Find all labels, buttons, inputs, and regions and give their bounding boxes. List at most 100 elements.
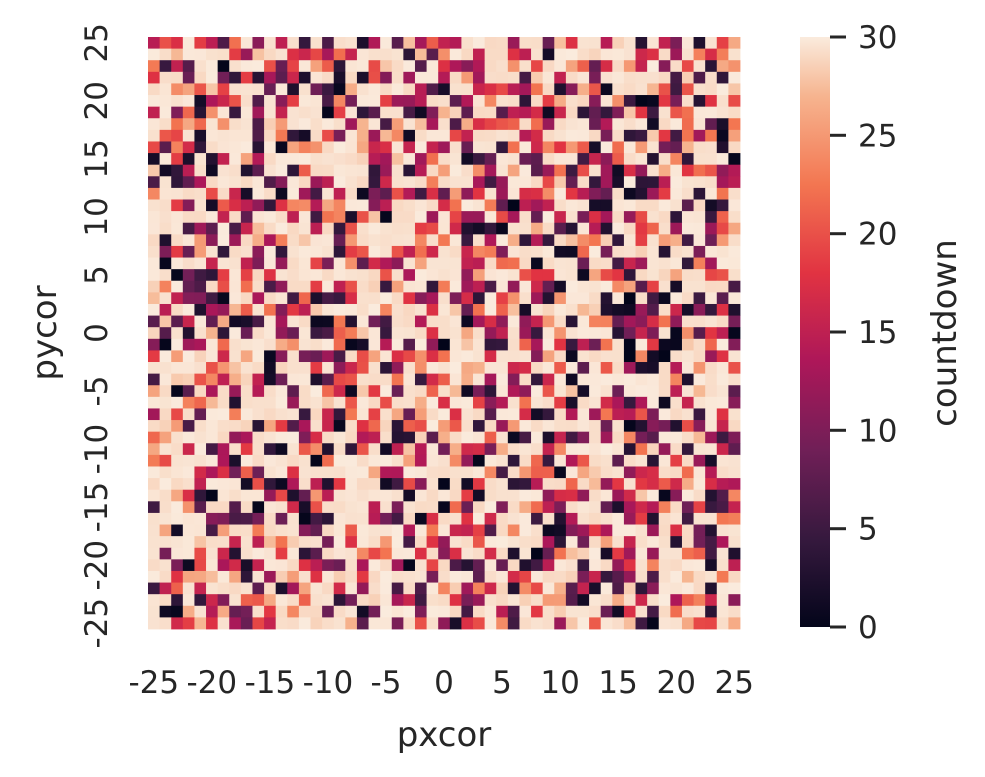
heatmap-cell [554, 37, 567, 50]
heatmap-cell [623, 269, 636, 282]
heatmap-cell [577, 164, 590, 177]
heatmap-cell [693, 118, 706, 131]
heatmap-cell [681, 501, 694, 514]
heatmap-cell [554, 257, 567, 270]
heatmap-cell [252, 327, 265, 340]
heatmap-cell [322, 37, 335, 50]
heatmap-cell [681, 559, 694, 572]
heatmap-cell [182, 373, 195, 386]
heatmap-cell [449, 315, 462, 328]
heatmap-cell [623, 524, 636, 537]
heatmap-cell [693, 617, 706, 630]
heatmap-cell [380, 512, 393, 525]
heatmap-cell [252, 303, 265, 316]
heatmap-cell [519, 478, 532, 491]
heatmap-cell [368, 315, 381, 328]
heatmap-cell [728, 176, 741, 189]
heatmap-cell [693, 454, 706, 467]
heatmap-cell [449, 443, 462, 456]
heatmap-cell [716, 245, 729, 258]
heatmap-cell [206, 501, 219, 514]
heatmap-cell [728, 153, 741, 166]
heatmap-cell [461, 350, 474, 363]
heatmap-cell [449, 257, 462, 270]
heatmap-cell [507, 257, 520, 270]
heatmap-cell [728, 106, 741, 119]
heatmap-cell [171, 408, 184, 421]
heatmap-cell [681, 187, 694, 200]
heatmap-cell [182, 536, 195, 549]
heatmap-cell [287, 478, 300, 491]
heatmap-cell [171, 547, 184, 560]
heatmap-cell [240, 292, 253, 305]
heatmap-cell [356, 257, 369, 270]
heatmap-cell [148, 536, 161, 549]
heatmap-cell [612, 512, 625, 525]
heatmap-cell [507, 547, 520, 560]
heatmap-cell [577, 524, 590, 537]
heatmap-cell [507, 245, 520, 258]
heatmap-cell [414, 37, 427, 50]
heatmap-cell [589, 48, 602, 61]
heatmap-cell [356, 164, 369, 177]
heatmap-cell [531, 60, 544, 73]
heatmap-cell [554, 164, 567, 177]
heatmap-cell [705, 547, 718, 560]
heatmap-cell [565, 617, 578, 630]
heatmap-cell [240, 547, 253, 560]
heatmap-cell [473, 245, 486, 258]
heatmap-cell [252, 95, 265, 108]
heatmap-cell [542, 280, 555, 293]
heatmap-cell [171, 83, 184, 96]
heatmap-cell [438, 501, 451, 514]
heatmap-cell [647, 257, 660, 270]
heatmap-cell [148, 605, 161, 618]
heatmap-cell [670, 605, 683, 618]
heatmap-cell [681, 129, 694, 142]
heatmap-cell [403, 245, 416, 258]
heatmap-cell [623, 536, 636, 549]
heatmap-cell [577, 582, 590, 595]
heatmap-cell [507, 582, 520, 595]
heatmap-cell [565, 408, 578, 421]
heatmap-cell [577, 489, 590, 502]
heatmap-cell [206, 269, 219, 282]
heatmap-cell [542, 396, 555, 409]
y-axis-label: pycor [25, 285, 65, 380]
heatmap-cell [322, 48, 335, 61]
heatmap-cell [577, 536, 590, 549]
heatmap-cell [681, 106, 694, 119]
heatmap-cell [217, 153, 230, 166]
heatmap-cell [298, 60, 311, 73]
heatmap-cell [240, 536, 253, 549]
heatmap-cell [391, 524, 404, 537]
heatmap-cell [217, 141, 230, 154]
heatmap-cell [554, 547, 567, 560]
heatmap-cell [403, 559, 416, 572]
heatmap-cell [681, 570, 694, 583]
heatmap-cell [380, 350, 393, 363]
heatmap-cell [403, 327, 416, 340]
heatmap-cell [577, 106, 590, 119]
heatmap-cell [531, 245, 544, 258]
heatmap-cell [229, 338, 242, 351]
heatmap-cell [275, 245, 288, 258]
heatmap-cell [333, 71, 346, 84]
heatmap-cell [264, 60, 277, 73]
heatmap-cell [519, 385, 532, 398]
heatmap-cell [229, 280, 242, 293]
heatmap-cell [716, 164, 729, 177]
heatmap-cell [403, 594, 416, 607]
heatmap-cell [310, 176, 323, 189]
heatmap-cell [310, 60, 323, 73]
heatmap-cell [658, 199, 671, 212]
heatmap-cell [206, 199, 219, 212]
heatmap-cell [240, 582, 253, 595]
heatmap-cell [531, 292, 544, 305]
heatmap-cell [589, 129, 602, 142]
heatmap-cell [148, 269, 161, 282]
heatmap-cell [298, 570, 311, 583]
heatmap-cell [565, 373, 578, 386]
heatmap-cell [356, 48, 369, 61]
heatmap-cell [519, 420, 532, 433]
